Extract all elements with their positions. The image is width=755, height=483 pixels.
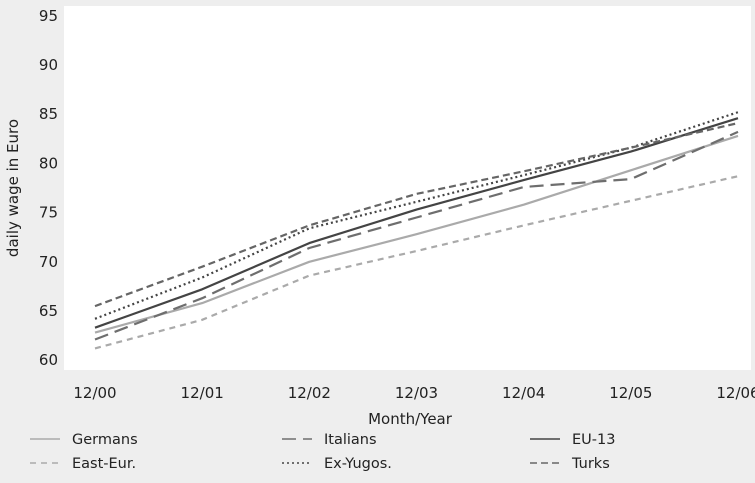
legend-label: Ex-Yugos. [324,456,392,472]
x-tick-label: 12/05 [609,384,652,402]
y-axis-title: daily wage in Euro [4,119,22,257]
y-tick-label: 65 [39,302,58,320]
y-axis-ticks: 60 65 70 75 80 85 90 95 [39,7,58,369]
y-tick-label: 70 [39,253,58,271]
legend-label: Germans [72,432,138,448]
x-tick-label: 12/06 [716,384,755,402]
series-line-east-eur- [94,175,739,350]
x-tick-label: 12/02 [288,384,331,402]
x-axis-ticks: 12/00 12/01 12/02 12/03 12/04 12/05 12/06 [73,384,755,402]
legend-label: Turks [571,456,610,472]
series-line-eu-13 [94,117,739,329]
x-axis-title: Month/Year [368,410,453,428]
y-tick-label: 95 [39,7,58,25]
x-tick-label: 12/00 [73,384,116,402]
series-lines [94,111,739,350]
series-line-germans [94,134,739,334]
y-tick-label: 80 [39,154,58,172]
legend-label: EU-13 [572,432,615,448]
y-tick-label: 90 [39,56,58,74]
legend-label: Italians [324,432,377,448]
series-line-italians [94,130,739,341]
legend-label: East-Eur. [72,456,136,472]
plot-area [64,6,751,370]
x-tick-label: 12/03 [395,384,438,402]
x-tick-label: 12/04 [502,384,545,402]
x-tick-label: 12/01 [181,384,224,402]
legend: Germans Italians EU-13 East-Eur. Ex-Yugos. Tu… [30,432,615,472]
y-tick-label: 60 [39,351,58,369]
series-line-turks [94,122,739,308]
y-tick-label: 75 [39,204,58,222]
y-tick-label: 85 [39,105,58,123]
